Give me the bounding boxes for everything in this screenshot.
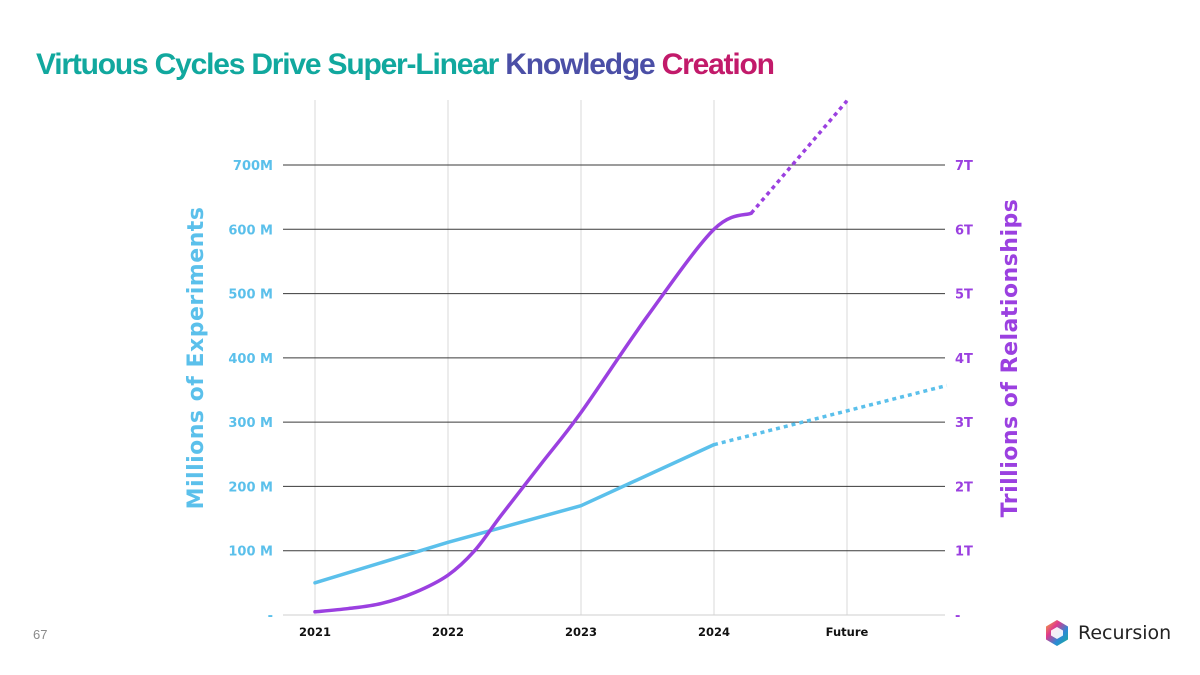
x-tick-label: 2021 <box>299 625 331 639</box>
right-axis-label: Trillions of Relationships <box>998 199 1023 518</box>
series-layer <box>313 99 948 614</box>
series-projection <box>749 99 849 215</box>
logo-text: Recursion <box>1078 622 1172 644</box>
slide-title: Virtuous Cycles Drive Super-Linear Knowl… <box>36 48 775 82</box>
right-tick-label: 2T <box>955 480 973 495</box>
x-tick-label: 2024 <box>698 625 730 639</box>
title-part: Creation <box>661 48 775 81</box>
series-line <box>313 211 753 614</box>
title-part: Virtuous Cycles Drive Super-Linear <box>36 48 506 81</box>
title-part: Knowledge <box>505 48 662 81</box>
left-tick-label: 400 M <box>228 352 273 367</box>
page-number: 67 <box>33 627 48 642</box>
right-axis-ticks: - 1T 2T 3T 4T 5T 6T 7T <box>955 159 973 624</box>
left-tick-label: 100 M <box>228 545 273 560</box>
left-tick-label: - <box>268 609 273 624</box>
left-axis-ticks: - 100 M 200 M 300 M 400 M 500 M 600 M 700M <box>228 159 273 624</box>
left-tick-label: 500 M <box>228 288 273 303</box>
series-line <box>313 442 716 585</box>
right-tick-label: 5T <box>955 288 973 303</box>
right-tick-label: - <box>955 609 960 624</box>
right-tick-label: 7T <box>955 159 973 174</box>
left-axis-label: Millions of Experiments <box>184 207 209 510</box>
right-tick-label: 4T <box>955 352 973 367</box>
x-tick-label: 2022 <box>432 625 464 639</box>
right-tick-label: 1T <box>955 545 973 560</box>
series-projection <box>713 383 948 447</box>
hexagon-logo-icon <box>1046 620 1068 646</box>
x-tick-label: Future <box>826 625 869 639</box>
right-tick-label: 3T <box>955 416 973 431</box>
x-axis-ticks: 2021 2022 2023 2024 Future <box>299 625 869 639</box>
horizontal-gridlines <box>283 164 945 616</box>
left-tick-label: 300 M <box>228 416 273 431</box>
left-tick-label: 700M <box>233 159 273 174</box>
right-tick-label: 6T <box>955 223 973 238</box>
recursion-logo: Recursion <box>1044 619 1171 647</box>
left-tick-label: 600 M <box>228 223 273 238</box>
left-tick-label: 200 M <box>228 480 273 495</box>
x-tick-label: 2023 <box>565 625 597 639</box>
